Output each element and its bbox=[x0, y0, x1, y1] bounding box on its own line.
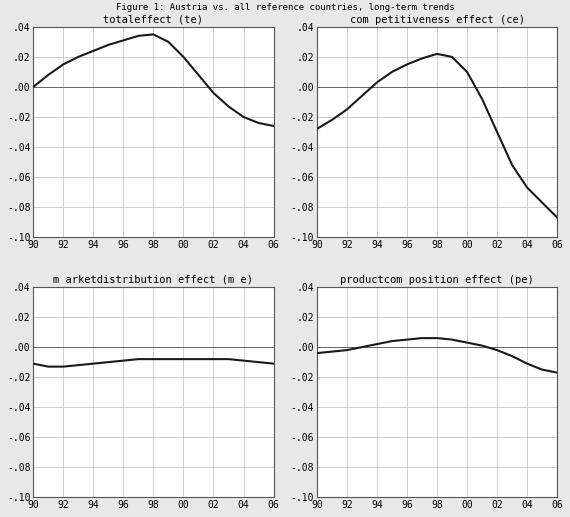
Title: com petitiveness effect (ce): com petitiveness effect (ce) bbox=[349, 14, 524, 25]
Title: totaleffect (te): totaleffect (te) bbox=[103, 14, 203, 25]
Title: m arketdistribution effect (m e): m arketdistribution effect (m e) bbox=[54, 275, 254, 285]
Title: productcom position effect (pe): productcom position effect (pe) bbox=[340, 275, 534, 285]
Text: Figure 1: Austria vs. all reference countries, long-term trends: Figure 1: Austria vs. all reference coun… bbox=[116, 3, 454, 11]
